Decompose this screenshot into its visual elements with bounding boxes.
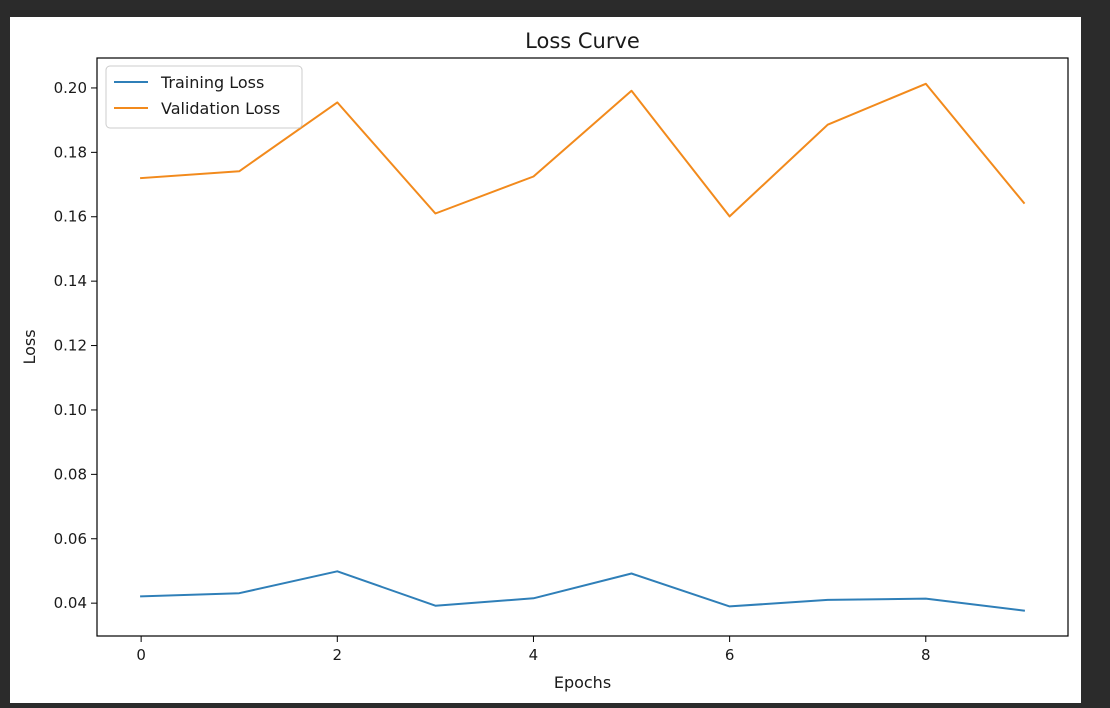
x-axis: 0 2 4 6 8 <box>136 636 931 664</box>
x-tick-label: 8 <box>921 646 931 664</box>
y-tick-label: 0.14 <box>54 272 87 290</box>
y-tick-label: 0.12 <box>54 337 87 355</box>
y-tick-label: 0.06 <box>54 530 87 548</box>
legend-box <box>105 65 303 129</box>
y-tick-label: 0.20 <box>54 79 87 97</box>
chart-title: Loss Curve <box>525 29 640 53</box>
y-tick-label: 0.16 <box>54 208 87 226</box>
x-tick-label: 2 <box>333 646 343 664</box>
y-tick-label: 0.18 <box>54 143 87 161</box>
y-tick-label: 0.10 <box>54 401 87 419</box>
x-tick-label: 4 <box>529 646 539 664</box>
x-tick-label: 6 <box>725 646 735 664</box>
legend: Training Loss Validation Loss <box>105 65 303 129</box>
x-axis-title: Epochs <box>554 673 611 692</box>
y-axis: 0.04 0.06 0.08 0.10 0.12 0.14 0.16 0.18 0.20 <box>54 79 97 612</box>
chart-figure: Loss Curve 0 2 4 6 8 0.04 0.06 0.08 0.10 0.12 0.1… <box>10 17 1081 703</box>
line-chart: Loss Curve 0 2 4 6 8 0.04 0.06 0.08 0.10 0.12 0.1… <box>20 29 1069 692</box>
plot-area-frame <box>96 57 1069 637</box>
y-tick-label: 0.08 <box>54 465 87 483</box>
y-tick-label: 0.04 <box>54 594 87 612</box>
legend-label: Validation Loss <box>161 99 280 118</box>
x-tick-label: 0 <box>136 646 146 664</box>
y-axis-title: Loss <box>20 329 39 364</box>
series-line-validation-loss <box>140 82 1026 218</box>
legend-label: Training Loss <box>160 73 264 92</box>
series-line-training-loss <box>140 570 1026 612</box>
series-layer <box>140 82 1026 612</box>
